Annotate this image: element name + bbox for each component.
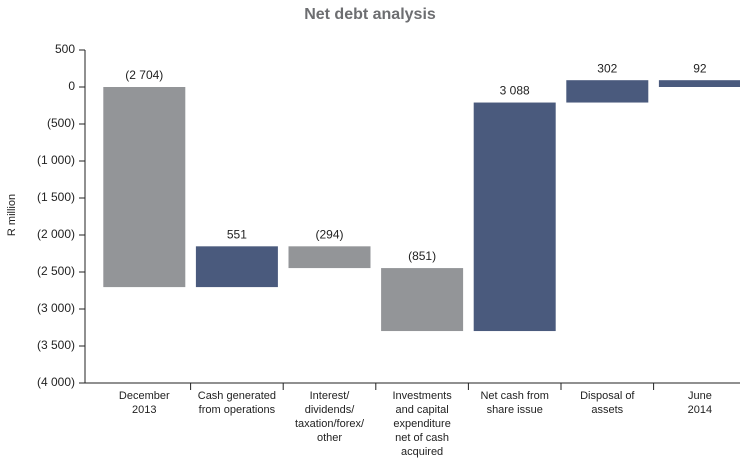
y-axis-title: R million <box>6 194 18 236</box>
x-tick-label: and capital <box>395 404 448 416</box>
x-tick-label: from operations <box>199 404 276 416</box>
value-label: (851) <box>408 249 436 263</box>
x-tick-label: expenditure <box>393 418 451 430</box>
y-tick-label: (2 000) <box>37 227 75 241</box>
value-label: 92 <box>693 61 707 75</box>
x-tick-label: Disposal of <box>580 390 635 402</box>
x-tick-label: acquired <box>401 446 443 458</box>
x-tick-label: Investments <box>392 390 452 402</box>
value-label: 3 088 <box>500 84 530 98</box>
x-tick-label: assets <box>591 404 623 416</box>
value-label: (2 704) <box>125 68 163 82</box>
x-tick-label: share issue <box>487 404 543 416</box>
y-tick-label: (3 000) <box>37 301 75 315</box>
y-tick-label: 0 <box>68 79 75 93</box>
bar <box>566 80 649 103</box>
y-tick-label: (500) <box>47 116 75 130</box>
x-tick-label: net of cash <box>395 432 449 444</box>
x-tick-label: Net cash from <box>480 390 548 402</box>
bar <box>288 246 371 269</box>
y-tick-label: 500 <box>55 42 75 56</box>
x-tick-label: 2013 <box>132 404 156 416</box>
x-tick-label: June <box>688 390 712 402</box>
x-tick-label: Cash generated <box>198 390 276 402</box>
bar <box>658 80 740 87</box>
y-tick-label: (1 000) <box>37 153 75 167</box>
x-tick-label: 2014 <box>688 404 712 416</box>
x-tick-label: other <box>317 432 342 444</box>
bar <box>473 102 556 332</box>
bar <box>381 268 464 332</box>
bar <box>103 87 186 288</box>
x-tick-label: December <box>119 390 170 402</box>
y-tick-label: (1 500) <box>37 190 75 204</box>
chart-title: Net debt analysis <box>304 6 436 23</box>
x-tick-label: dividends/ <box>305 404 355 416</box>
bar <box>195 246 278 288</box>
value-label: (294) <box>315 227 343 241</box>
x-tick-label: taxation/forex/ <box>295 418 365 430</box>
value-label: 302 <box>597 61 617 75</box>
y-tick-label: (3 500) <box>37 338 75 352</box>
x-tick-label: Interest/ <box>310 390 351 402</box>
value-label: 551 <box>227 227 247 241</box>
y-tick-label: (4 000) <box>37 375 75 389</box>
y-tick-label: (2 500) <box>37 264 75 278</box>
